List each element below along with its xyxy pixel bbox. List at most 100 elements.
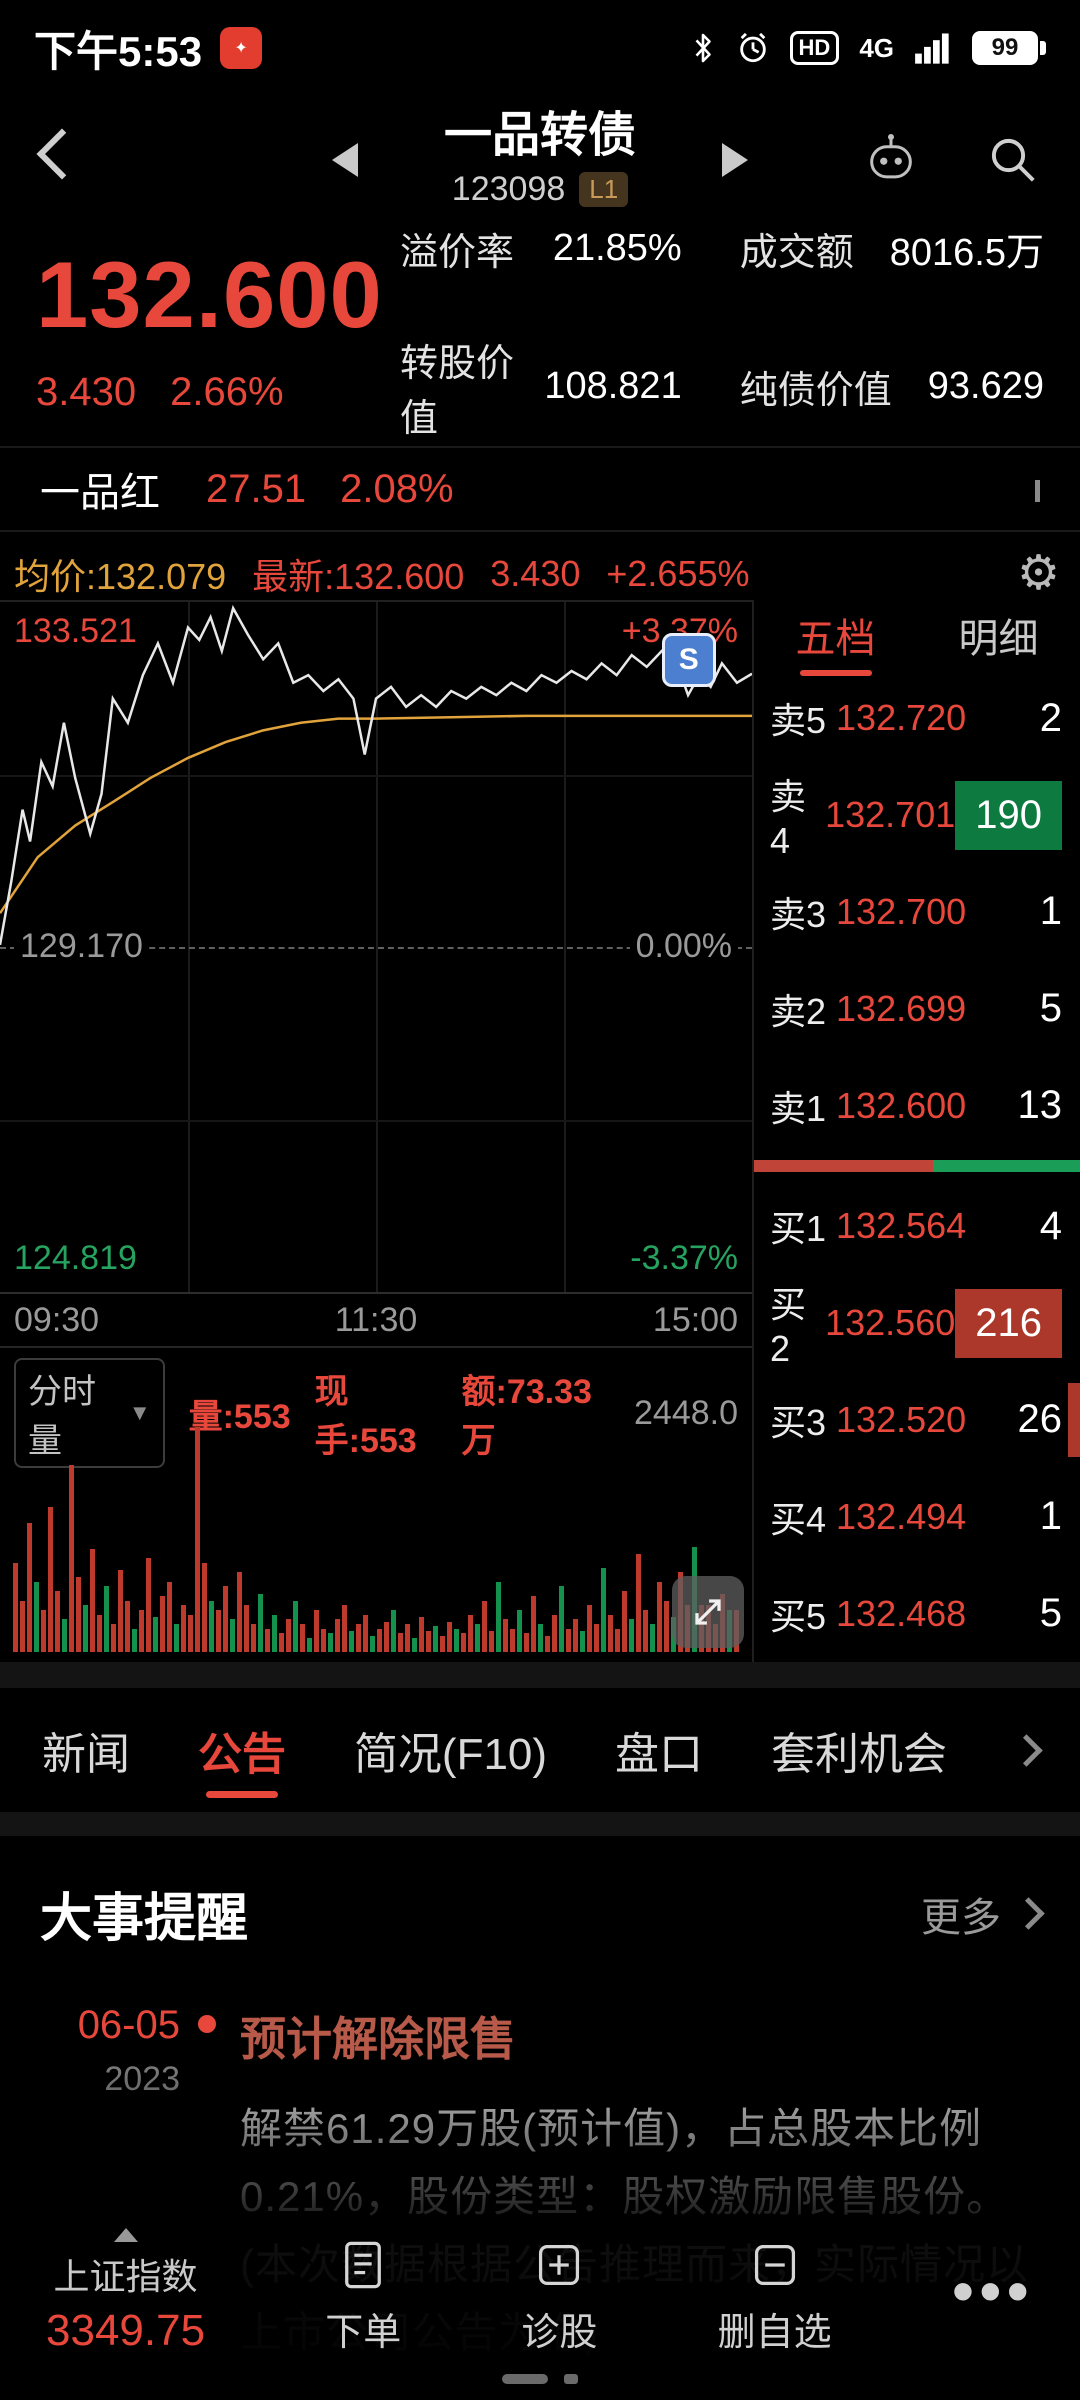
volume-bar <box>174 1623 179 1652</box>
price-change-pct: 2.66% <box>170 369 284 414</box>
ratio-green-segment <box>933 1159 1080 1172</box>
volume-bar <box>27 1523 32 1652</box>
tab-news[interactable]: 新闻 <box>42 1730 130 1779</box>
ask-row-4[interactable]: 卖4 132.701 190 <box>754 767 1080 864</box>
volume-bar <box>461 1633 466 1652</box>
volume-bar <box>545 1635 550 1652</box>
gesture-bar <box>502 2374 548 2384</box>
minus-box-icon <box>754 2244 795 2286</box>
assistant-robot-icon[interactable] <box>862 131 920 189</box>
tab-arbitrage[interactable]: 套利机会 <box>771 1730 947 1779</box>
gridline <box>0 1119 752 1122</box>
volume-bar <box>20 1600 25 1652</box>
volume-bar <box>132 1628 137 1652</box>
bid-row-3[interactable]: 买3 132.520 26 <box>754 1372 1080 1469</box>
volume-bar <box>328 1633 333 1652</box>
signal-icon <box>915 33 949 64</box>
search-icon[interactable] <box>986 133 1040 187</box>
prev-stock-icon[interactable] <box>331 143 358 177</box>
section-divider <box>0 1662 1080 1688</box>
remove-watchlist-button[interactable]: 删自选 <box>718 2239 832 2356</box>
bid-row-4[interactable]: 买4 132.494 1 <box>770 1494 1062 1540</box>
notification-badge-icon: ✦ <box>220 27 263 69</box>
event-year: 2023 <box>104 2060 180 2098</box>
volume-bar <box>41 1609 46 1652</box>
next-stock-icon[interactable] <box>722 143 749 177</box>
amount-label: 额:73.33万 <box>461 1373 592 1460</box>
volume-bar <box>181 1605 186 1652</box>
volume-bar <box>531 1595 536 1652</box>
volume-bar <box>398 1633 403 1652</box>
volume-bar <box>454 1628 459 1652</box>
expand-icon <box>695 1599 721 1625</box>
main-panel: 133.521 +3.37% 129.170 0.00% 124.819 -3.… <box>0 600 1080 1662</box>
volume-bars <box>12 1418 740 1652</box>
time-axis: 09:30 11:30 15:00 <box>0 1294 752 1346</box>
volume-bar <box>636 1553 641 1652</box>
bottom-nav: 上证指数 3349.75 下单 诊股 删自选 <box>0 2228 1080 2356</box>
gridline <box>0 774 752 777</box>
bid-row-1[interactable]: 买1 132.564 4 <box>770 1203 1062 1250</box>
tab-announcements[interactable]: 公告 <box>198 1706 286 1794</box>
chevron-right-icon <box>1012 1897 1045 1930</box>
tab-five-levels[interactable]: 五档 <box>794 602 878 668</box>
section-title: 大事提醒 <box>40 1890 249 1948</box>
chart-change: 3.430 <box>490 553 581 594</box>
volume-bar <box>433 1626 438 1652</box>
volume-bar <box>237 1572 242 1652</box>
volume-bar <box>307 1637 312 1652</box>
volume-mode-dropdown[interactable]: 分时量 ▼ <box>14 1358 165 1468</box>
volume-bar <box>384 1621 389 1652</box>
volume-bar <box>104 1586 109 1652</box>
avg-price-label: 均价:132.079 <box>14 556 227 597</box>
last-price: 132.600 <box>36 241 383 347</box>
ask-row-3[interactable]: 卖3 132.700 1 <box>770 889 1062 935</box>
chart-change-pct: +2.655% <box>606 553 750 594</box>
diagnose-stock-button[interactable]: 诊股 <box>521 2239 597 2356</box>
expand-chart-button[interactable] <box>672 1576 744 1648</box>
place-order-button[interactable]: 下单 <box>325 2239 401 2356</box>
intraday-chart[interactable]: 133.521 +3.37% 129.170 0.00% 124.819 -3.… <box>0 600 752 1662</box>
signal-marker[interactable]: S <box>661 633 716 688</box>
back-chevron-icon[interactable] <box>36 128 88 180</box>
chart-plot[interactable]: 133.521 +3.37% 129.170 0.00% 124.819 -3.… <box>0 600 752 1294</box>
tab-detail[interactable]: 明细 <box>958 617 1039 661</box>
volume-bar <box>419 1616 424 1652</box>
tab-order-flow[interactable]: 盘口 <box>615 1730 704 1779</box>
volume-bar <box>223 1586 228 1652</box>
ask-row-2[interactable]: 卖2 132.699 5 <box>770 986 1062 1032</box>
index-quote-button[interactable]: 上证指数 3349.75 <box>46 2228 205 2356</box>
gear-icon[interactable]: ⚙ <box>1016 547 1060 600</box>
volume-bar <box>139 1609 144 1652</box>
volume-bar <box>482 1600 487 1652</box>
related-stock-name: 一品红 <box>40 471 160 515</box>
bid-row-2[interactable]: 买2 132.560 216 <box>754 1275 1080 1372</box>
volume-bar <box>552 1614 557 1652</box>
ask-row-5[interactable]: 卖5 132.720 2 <box>770 695 1062 742</box>
volume-bar <box>594 1623 599 1652</box>
bid-row-5[interactable]: 买5 132.468 5 <box>770 1591 1062 1637</box>
related-stock-row[interactable]: 一品红 27.51 2.08% <box>0 446 1080 532</box>
tabs-overflow-chevron-icon[interactable] <box>1010 1733 1043 1767</box>
price-change: 3.430 <box>36 369 137 414</box>
volume-bar <box>559 1586 564 1652</box>
volume-bar <box>97 1614 102 1652</box>
volume-bar <box>202 1563 207 1652</box>
more-options-icon[interactable]: ••• <box>951 2255 1034 2327</box>
volume-bar <box>293 1600 298 1652</box>
tab-profile-f10[interactable]: 简况(F10) <box>353 1730 548 1779</box>
event-title: 预计解除限售 <box>240 2013 516 2065</box>
network-type: 4G <box>859 32 894 63</box>
home-indicator[interactable] <box>502 2374 578 2384</box>
clock-time: 下午5:53 <box>34 27 203 75</box>
volume-bar <box>664 1600 669 1652</box>
volume-bar <box>153 1616 158 1652</box>
volume-bar <box>573 1619 578 1652</box>
more-link[interactable]: 更多 <box>921 1885 1045 1943</box>
volume-bar <box>489 1630 494 1652</box>
stock-code: 123098 <box>451 169 566 208</box>
ask-row-1[interactable]: 卖1 132.600 13 <box>770 1083 1062 1129</box>
volume-bar <box>363 1614 368 1652</box>
index-value: 3349.75 <box>46 2306 206 2355</box>
